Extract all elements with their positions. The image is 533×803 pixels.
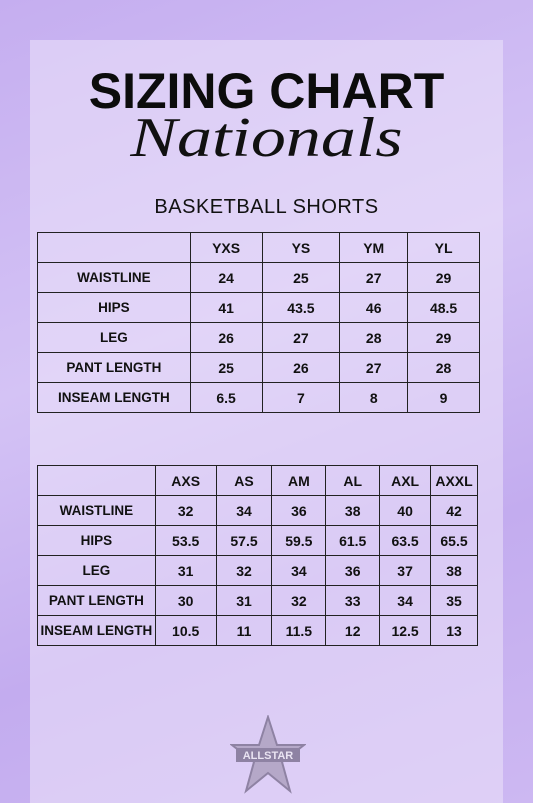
cell: 12.5 [379, 615, 432, 646]
row: PANT LENGTH 25 26 27 28 [37, 352, 480, 383]
cell: 26 [189, 322, 263, 353]
cell: 36 [271, 495, 327, 526]
cell: 38 [430, 555, 478, 586]
column-header: AS [215, 465, 273, 496]
cell: 27 [339, 262, 409, 293]
column-header: AXS [154, 465, 217, 496]
cell: 53.5 [154, 525, 217, 556]
cell: 46 [339, 292, 409, 323]
cell: 27 [261, 322, 341, 353]
cell: 13 [430, 615, 478, 646]
row: LEG 31 32 34 36 37 38 [37, 555, 478, 586]
column-header: YS [261, 232, 341, 263]
column-header: AXXL [430, 465, 478, 496]
cell: 32 [215, 555, 273, 586]
row-label: INSEAM LENGTH [37, 615, 156, 646]
cell: 29 [407, 262, 480, 293]
logo-text: ALLSTAR [243, 750, 294, 762]
cell: 6.5 [189, 382, 263, 413]
header-row: YXS YS YM YL [37, 232, 480, 263]
row-label: LEG [37, 555, 156, 586]
cell: 26 [261, 352, 341, 383]
logo: ALLSTAR [230, 715, 306, 794]
cell: 40 [379, 495, 432, 526]
cell: 11.5 [271, 615, 327, 646]
header-row: AXS AS AM AL AXL AXXL [37, 465, 478, 496]
cell: 33 [325, 585, 381, 616]
row-label: LEG [37, 322, 191, 353]
cell: 27 [339, 352, 409, 383]
row: HIPS 53.5 57.5 59.5 61.5 63.5 65.5 [37, 525, 478, 556]
row: WAISTLINE 32 34 36 38 40 42 [37, 495, 478, 526]
row-label: PANT LENGTH [37, 585, 156, 616]
row-label: HIPS [37, 525, 156, 556]
cell: 36 [325, 555, 381, 586]
cell: 11 [215, 615, 273, 646]
cell: 28 [339, 322, 409, 353]
column-header: AL [325, 465, 381, 496]
row-label: PANT LENGTH [37, 352, 191, 383]
cell: 9 [407, 382, 480, 413]
cell: 43.5 [261, 292, 341, 323]
row: LEG 26 27 28 29 [37, 322, 480, 353]
cell: 61.5 [325, 525, 381, 556]
cell: 8 [339, 382, 409, 413]
script-title: Nationals [130, 107, 403, 169]
column-header: AXL [379, 465, 432, 496]
column-header: YL [407, 232, 480, 263]
cell: 31 [154, 555, 217, 586]
title: SIZING CHART [88, 63, 445, 119]
cell: 34 [215, 495, 273, 526]
column-header: YXS [189, 232, 263, 263]
cell: 32 [154, 495, 217, 526]
cell: 25 [261, 262, 341, 293]
size-table: YXS YS YM YL WAISTLINE 24 25 27 29 HIPS 41 43.5 46 48… [37, 232, 480, 413]
cell: 41 [189, 292, 263, 323]
cell: 63.5 [379, 525, 432, 556]
cell: 59.5 [271, 525, 327, 556]
size-table: AXS AS AM AL AXL AXXL WAISTLINE 32 34 36 38 40 42 HIP… [37, 465, 478, 646]
cell: 57.5 [215, 525, 273, 556]
cell: 12 [325, 615, 381, 646]
cell: 65.5 [430, 525, 478, 556]
cell: 42 [430, 495, 478, 526]
cell: 7 [261, 382, 341, 413]
row: INSEAM LENGTH 6.5 7 8 9 [37, 382, 480, 413]
row: HIPS 41 43.5 46 48.5 [37, 292, 480, 323]
cell: 32 [271, 585, 327, 616]
cell: 35 [430, 585, 478, 616]
logo-band [236, 748, 300, 762]
row: PANT LENGTH 30 31 32 33 34 35 [37, 585, 478, 616]
subtitle: BASKETBALL SHORTS [154, 196, 379, 218]
cell: 48.5 [407, 292, 480, 323]
cell: 25 [189, 352, 263, 383]
column-header: AM [271, 465, 327, 496]
cell: 28 [407, 352, 480, 383]
row: INSEAM LENGTH 10.5 11 11.5 12 12.5 13 [37, 615, 478, 646]
cell: 30 [154, 585, 217, 616]
cell: 37 [379, 555, 432, 586]
corner-cell [37, 232, 191, 263]
panel [30, 40, 503, 803]
cell: 31 [215, 585, 273, 616]
cell: 10.5 [154, 615, 217, 646]
row: WAISTLINE 24 25 27 29 [37, 262, 480, 293]
row-label: WAISTLINE [37, 262, 191, 293]
row-label: WAISTLINE [37, 495, 156, 526]
row-label: HIPS [37, 292, 191, 323]
corner-cell [37, 465, 156, 496]
cell: 34 [379, 585, 432, 616]
row-label: INSEAM LENGTH [37, 382, 191, 413]
cell: 29 [407, 322, 480, 353]
cell: 38 [325, 495, 381, 526]
cell: 24 [189, 262, 263, 293]
cell: 34 [271, 555, 327, 586]
column-header: YM [339, 232, 409, 263]
